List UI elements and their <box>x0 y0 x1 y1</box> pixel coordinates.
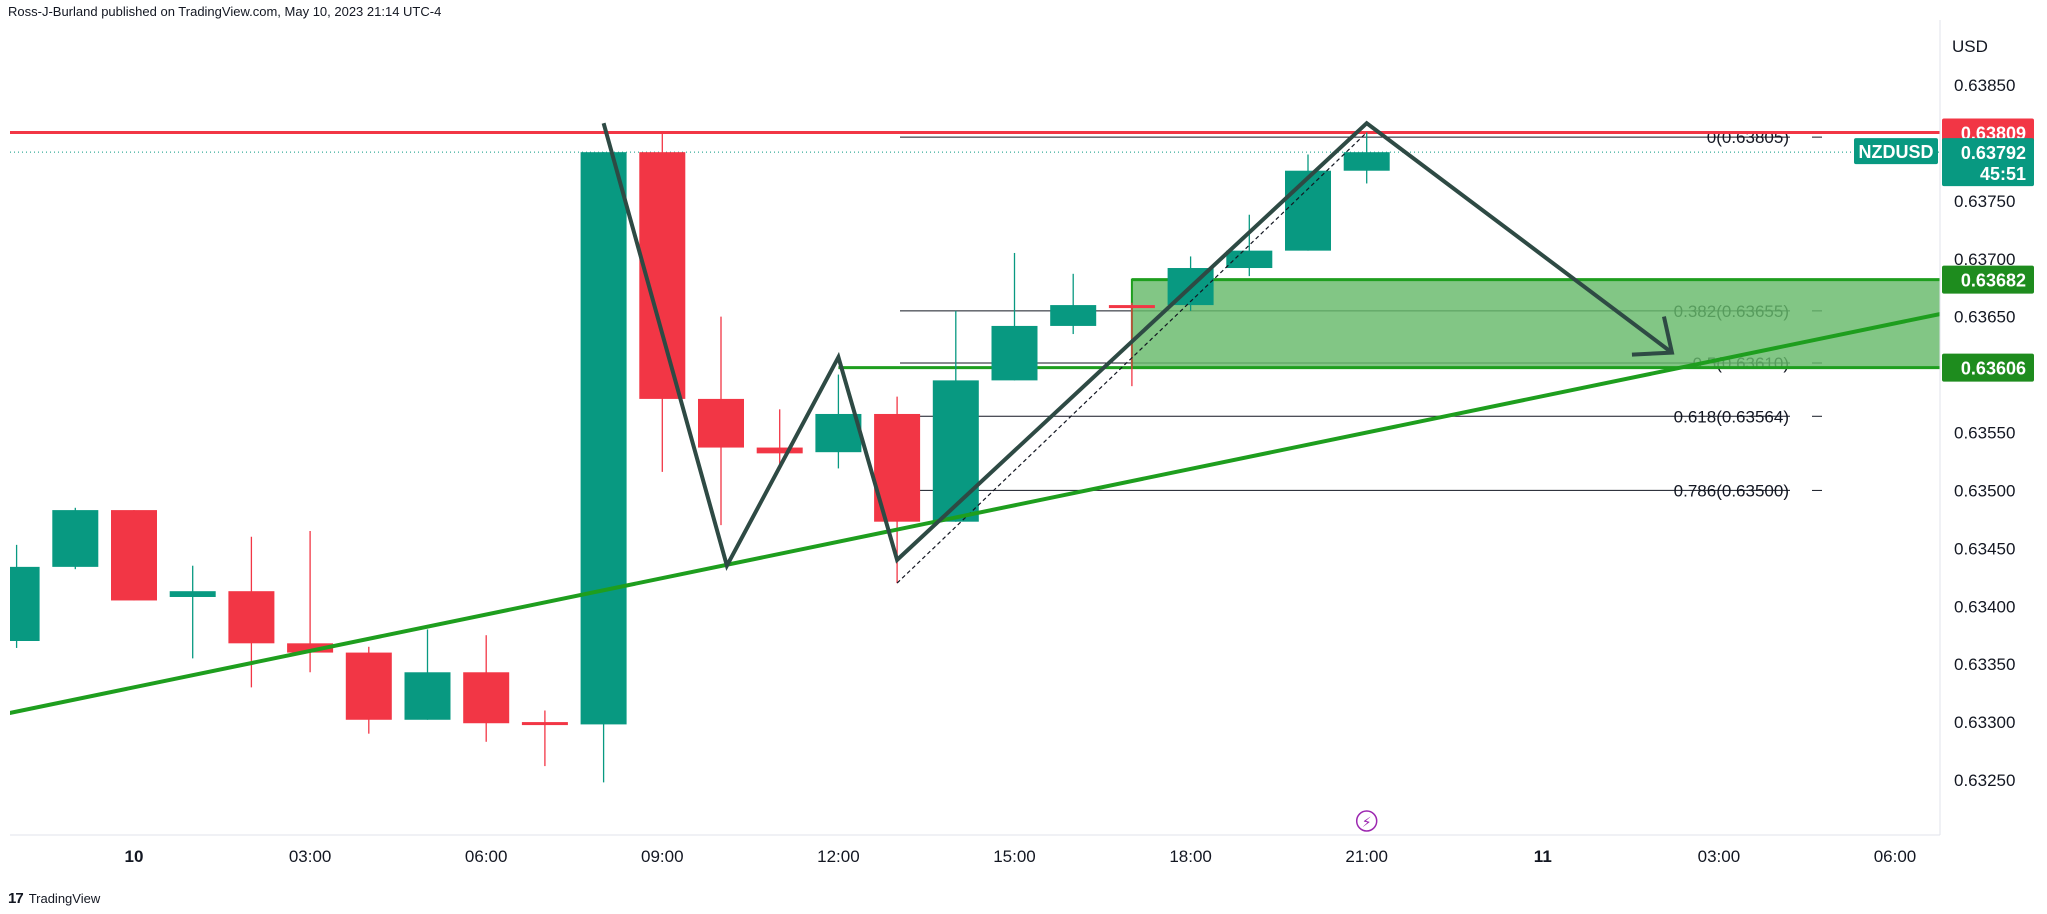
candle-body <box>10 566 40 641</box>
candle-body <box>404 672 451 720</box>
price-tick: 0.63400 <box>1954 597 2015 616</box>
price-tick: 0.63750 <box>1954 192 2015 211</box>
time-tick: 18:00 <box>1169 847 1212 866</box>
candle-body <box>521 722 568 726</box>
currency-label: USD <box>1952 37 1988 56</box>
candle-body <box>1285 170 1331 251</box>
zone-top-badge <box>1942 265 2034 294</box>
plot-area[interactable]: 0(0.63805)0.382(0.63655)0.5(0.63610)0.61… <box>0 120 2047 832</box>
last-price-text: 0.63792 <box>1961 143 2026 163</box>
tradingview-logo-icon: 17 <box>8 890 24 907</box>
zone-top-badge-text: 0.63682 <box>1961 271 2026 291</box>
candle-body <box>228 591 275 644</box>
time-tick: 10 <box>125 847 144 866</box>
price-tick: 0.63650 <box>1954 308 2015 327</box>
support-trendline <box>10 311 1940 715</box>
countdown-text: 45:51 <box>1980 164 2026 184</box>
footer-brand: 17 TradingView <box>8 890 100 907</box>
last-price-badge <box>1942 138 2034 187</box>
axes: USD 0.63850 0.63750 0.63700 0.63650 0.63550 0… <box>125 37 2016 866</box>
candle-body <box>756 447 803 454</box>
candle-body <box>345 652 392 720</box>
symbol-tag-text: NZDUSD <box>1859 142 1934 162</box>
candle-body <box>991 325 1038 381</box>
pattern-path <box>601 120 1674 572</box>
event-marker <box>1355 810 1378 832</box>
zone-bottom-badge-text: 0.63606 <box>1961 359 2026 379</box>
time-tick: 03:00 <box>289 847 332 866</box>
brand-name: TradingView <box>28 891 101 906</box>
candle-body <box>580 152 627 725</box>
price-tick: 0.63350 <box>1954 655 2015 674</box>
fib-anchor-line <box>896 132 1368 584</box>
fib-label: 0.618(0.63564) <box>1674 407 1789 426</box>
price-tick: 0.63850 <box>1954 76 2015 95</box>
time-tick: 06:00 <box>1874 847 1917 866</box>
time-tick: 09:00 <box>641 847 684 866</box>
zone-bottom-badge <box>1942 353 2034 382</box>
time-tick: 12:00 <box>817 847 860 866</box>
fib-label: 0(0.63805) <box>1707 128 1789 147</box>
candle-body <box>169 591 216 597</box>
time-tick: 06:00 <box>465 847 508 866</box>
symbol-tag <box>1854 138 1938 165</box>
price-tick: 0.63300 <box>1954 713 2015 732</box>
candle-body <box>815 413 862 453</box>
time-tick: 21:00 <box>1345 847 1388 866</box>
time-tick: 15:00 <box>993 847 1036 866</box>
candle-body <box>932 380 979 522</box>
publisher-caption: Ross-J-Burland published on TradingView.… <box>8 4 442 19</box>
pattern-arrowhead <box>1631 316 1675 357</box>
price-tick: 0.63450 <box>1954 539 2015 558</box>
event-marker-icon: ⚡ <box>1362 814 1372 830</box>
candle-body <box>111 510 157 601</box>
time-tick: 03:00 <box>1698 847 1741 866</box>
candle-body <box>1108 305 1155 309</box>
price-tick: 0.63250 <box>1954 771 2015 790</box>
fib-label: 0.786(0.63500) <box>1674 481 1789 500</box>
candle-body <box>1050 305 1097 326</box>
price-tick: 0.63550 <box>1954 424 2015 443</box>
price-tick: 0.63700 <box>1954 250 2015 269</box>
candle-body <box>463 672 510 724</box>
candle-body <box>698 398 744 448</box>
price-tick: 0.63500 <box>1954 481 2015 500</box>
time-tick: 11 <box>1534 847 1552 866</box>
candle-body <box>1226 250 1273 269</box>
candle-body <box>287 643 334 653</box>
candle-body <box>1343 152 1390 171</box>
candle-body <box>52 510 99 567</box>
